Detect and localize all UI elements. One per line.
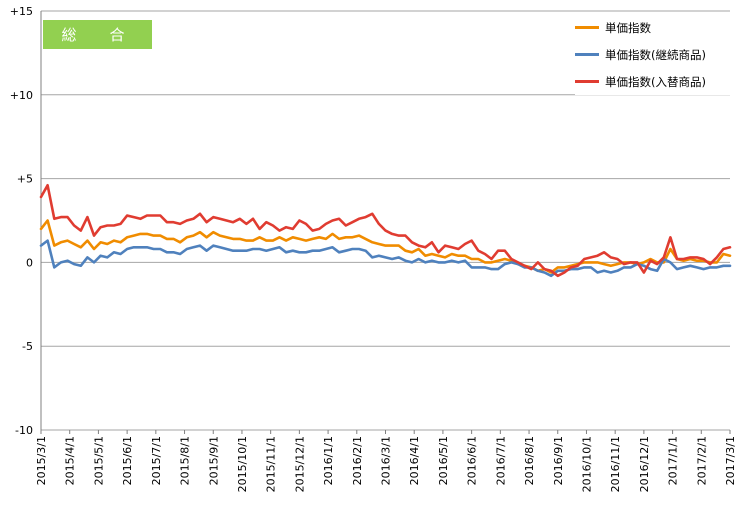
legend-item-replaced-products: 単価指数(入替商品) <box>575 68 735 95</box>
y-tick-label: +5 <box>17 173 33 186</box>
series-line-1 <box>39 239 732 278</box>
series-lines <box>39 184 732 278</box>
x-tick-label: 2015/10/1 <box>236 436 249 492</box>
legend-label: 単価指数(入替商品) <box>605 74 706 89</box>
x-tick-label: 2016/2/1 <box>351 436 364 485</box>
series-line-0 <box>39 219 732 274</box>
x-tick-label: 2015/8/1 <box>179 436 192 485</box>
legend-label: 単価指数(継続商品) <box>605 47 706 62</box>
y-tick-label: +10 <box>10 89 33 102</box>
x-tick-label: 2015/7/1 <box>150 436 163 485</box>
x-tick-label: 2016/1/1 <box>322 436 335 485</box>
legend-swatch-blue <box>575 53 599 56</box>
x-tick-label: 2016/10/1 <box>580 436 593 492</box>
x-tick-label: 2017/2/1 <box>695 436 708 485</box>
x-tick-label: 2015/4/1 <box>64 436 77 485</box>
x-tick-label: 2015/11/1 <box>265 436 278 492</box>
legend-swatch-red <box>575 80 599 83</box>
legend-item-continuing-products: 単価指数(継続商品) <box>575 41 735 68</box>
legend-item-unit-price-index: 単価指数 <box>575 14 735 41</box>
legend-swatch-orange <box>575 26 599 29</box>
x-tick-label: 2017/3/1 <box>724 436 735 485</box>
series-line-2 <box>39 184 732 278</box>
legend-label: 単価指数 <box>605 20 651 35</box>
x-tick-label: 2016/9/1 <box>552 436 565 485</box>
x-tick-label: 2016/4/1 <box>408 436 421 485</box>
y-tick-label: 0 <box>26 256 33 269</box>
x-tick-label: 2016/5/1 <box>437 436 450 485</box>
category-badge: 総 合 <box>43 20 152 49</box>
x-tick-label: 2016/3/1 <box>380 436 393 485</box>
x-tick-label: 2016/8/1 <box>523 436 536 485</box>
category-badge-label: 総 合 <box>61 26 134 44</box>
x-tick-label: 2015/9/1 <box>207 436 220 485</box>
x-tick-label: 2015/5/1 <box>92 436 105 485</box>
x-tick-label: 2015/12/1 <box>293 436 306 492</box>
x-tick-label: 2015/6/1 <box>121 436 134 485</box>
legend: 単価指数 単価指数(継続商品) 単価指数(入替商品) <box>575 14 735 95</box>
x-tick-label: 2016/11/1 <box>609 436 622 492</box>
x-axis: 2015/3/1 2015/4/1 2015/5/1 2015/6/1 2015/7/1… <box>35 430 735 492</box>
y-tick-label: -10 <box>15 424 33 437</box>
x-tick-label: 2016/6/1 <box>466 436 479 485</box>
x-tick-label: 2015/3/1 <box>35 436 48 485</box>
x-tick-label: 2017/1/1 <box>667 436 680 485</box>
x-tick-label: 2016/12/1 <box>638 436 651 492</box>
y-tick-label: -5 <box>22 340 33 353</box>
y-axis: +15 +10 +5 0 -5 -10 <box>10 5 42 437</box>
y-tick-label: +15 <box>10 5 33 18</box>
x-tick-label: 2016/7/1 <box>494 436 507 485</box>
